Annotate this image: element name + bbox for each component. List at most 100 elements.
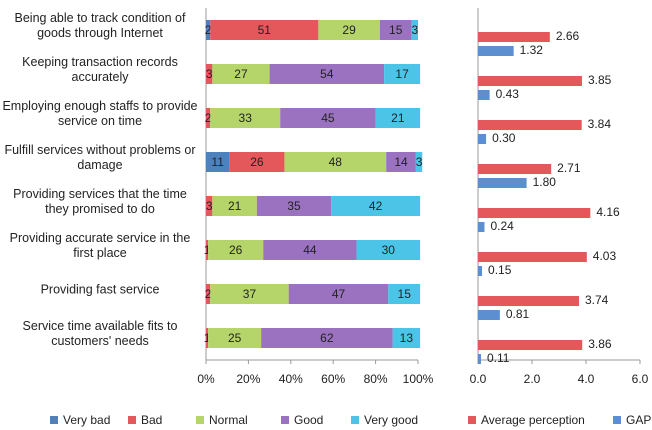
bar [478,164,552,174]
bar-segment [206,196,213,216]
bar-segment [256,196,332,216]
bar-segment [229,152,285,172]
bar [478,90,490,100]
data-label: 37 [243,287,257,301]
x-tick-label: 80% [364,372,388,386]
data-label: 4.03 [593,249,617,263]
data-label: 0.11 [487,351,510,365]
bar-segment [210,20,319,40]
bar-segment [206,108,211,128]
bar-segment [212,196,257,216]
category-label: Fulfill services without problems or dam… [4,143,196,172]
bar-segment [210,284,289,304]
data-label: 26 [229,243,243,257]
x-tick-label: 6.0 [632,372,649,386]
data-label: 2 [205,23,212,37]
x-tick-label: 100% [403,372,434,386]
bar-segment [206,20,211,40]
data-label: 1 [204,331,211,345]
data-label: 47 [332,287,346,301]
bar [478,340,583,350]
category-label: Providing services that the time they pr… [13,187,187,216]
bar [478,46,514,56]
bar-segment [388,284,421,304]
legend-swatch [613,416,621,424]
bar-segment [206,152,230,172]
bar-segment [411,20,418,40]
data-label: 0.43 [496,87,520,101]
data-label: 26 [250,155,264,169]
data-label: 11 [211,155,224,169]
x-tick-label: 0% [197,372,215,386]
x-tick-label: 4.0 [578,372,595,386]
bar-segment [415,152,423,172]
category-label: Keeping transaction records accurately [22,55,178,84]
bar-segment [263,240,357,260]
data-label: 1 [204,243,211,257]
data-label: 30 [382,243,396,257]
data-label: 21 [391,111,405,125]
bar-segment [392,328,421,348]
data-label: 14 [394,155,408,169]
data-label: 3 [411,23,418,37]
data-label: 0.81 [506,307,530,321]
legend-label: Normal [209,413,248,427]
legend-swatch [196,416,204,424]
data-label: 3 [416,155,423,169]
data-label: 1.80 [533,175,557,189]
legend-label: Bad [141,413,162,427]
data-label: 2 [205,111,212,125]
legend-label: Good [294,413,323,427]
x-tick-label: 60% [321,372,345,386]
data-label: 15 [389,23,403,37]
data-label: 3.84 [588,117,612,131]
bar-segment [331,196,421,216]
data-label: 54 [320,67,334,81]
bar [478,252,587,262]
data-label: 48 [329,155,343,169]
bar [478,208,591,218]
legend-swatch [351,416,359,424]
bar-segment [284,152,387,172]
bar-segment [206,64,213,84]
legend-label: Average perception [481,413,585,427]
data-label: 33 [239,111,253,125]
legend-swatch [128,416,136,424]
bar-segment [210,108,281,128]
data-label: 0.30 [492,131,516,145]
legend-swatch [50,416,58,424]
category-label: Providing fast service [40,282,160,297]
bar-segment [206,328,209,348]
x-tick-label: 2.0 [524,372,541,386]
bar-segment [206,284,211,304]
data-label: 3.86 [588,337,612,351]
data-label: 0.15 [488,263,512,277]
data-label: 15 [398,287,412,301]
data-label: 35 [287,199,301,213]
x-tick-label: 0.0 [470,372,487,386]
data-label: 3.85 [588,73,612,87]
x-tick-label: 20% [236,372,260,386]
bar-segment [280,108,376,128]
bar [478,296,579,306]
data-label: 1.32 [520,43,544,57]
data-label: 44 [303,243,317,257]
legend-label: Very bad [63,413,110,427]
data-label: 3.74 [585,293,609,307]
data-label: 0.24 [490,219,514,233]
bar-segment [375,108,421,128]
bar-segment [261,328,393,348]
x-tick-label: 40% [279,372,303,386]
data-label: 45 [321,111,335,125]
data-label: 4.16 [596,205,620,219]
bar-segment [386,152,416,172]
data-label: 2 [205,287,212,301]
bar [478,222,485,232]
bar-segment [206,240,209,260]
data-label: 3 [206,67,213,81]
bar [478,32,550,42]
data-label: 27 [234,67,248,81]
bar-segment [356,240,421,260]
